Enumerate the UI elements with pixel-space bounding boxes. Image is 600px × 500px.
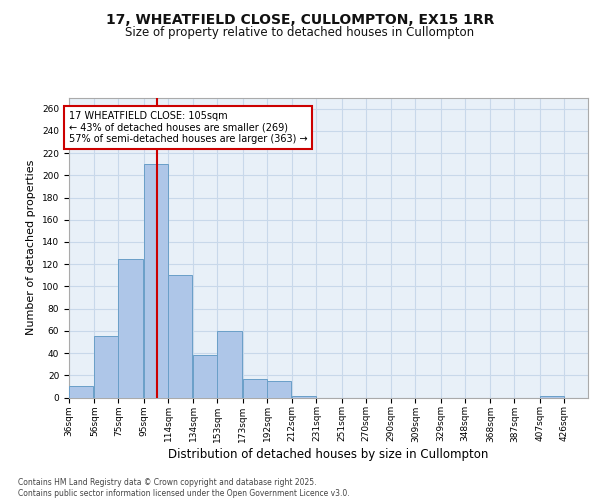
Bar (267, 381, 291, 398)
Bar (540, 396, 564, 398)
Text: Size of property relative to detached houses in Cullompton: Size of property relative to detached ho… (125, 26, 475, 39)
Bar (193, 356, 217, 398)
Bar (168, 276, 192, 398)
Bar (94, 336, 118, 398)
Bar (144, 164, 168, 398)
Y-axis label: Number of detached properties: Number of detached properties (26, 160, 37, 335)
Text: 17, WHEATFIELD CLOSE, CULLOMPTON, EX15 1RR: 17, WHEATFIELD CLOSE, CULLOMPTON, EX15 1… (106, 12, 494, 26)
Bar (118, 258, 143, 398)
Bar (217, 331, 242, 398)
Bar (69, 386, 93, 398)
Text: Contains HM Land Registry data © Crown copyright and database right 2025.
Contai: Contains HM Land Registry data © Crown c… (18, 478, 350, 498)
X-axis label: Distribution of detached houses by size in Cullompton: Distribution of detached houses by size … (169, 448, 488, 462)
Bar (292, 396, 316, 398)
Bar (243, 378, 267, 398)
Text: 17 WHEATFIELD CLOSE: 105sqm
← 43% of detached houses are smaller (269)
57% of se: 17 WHEATFIELD CLOSE: 105sqm ← 43% of det… (69, 111, 308, 144)
